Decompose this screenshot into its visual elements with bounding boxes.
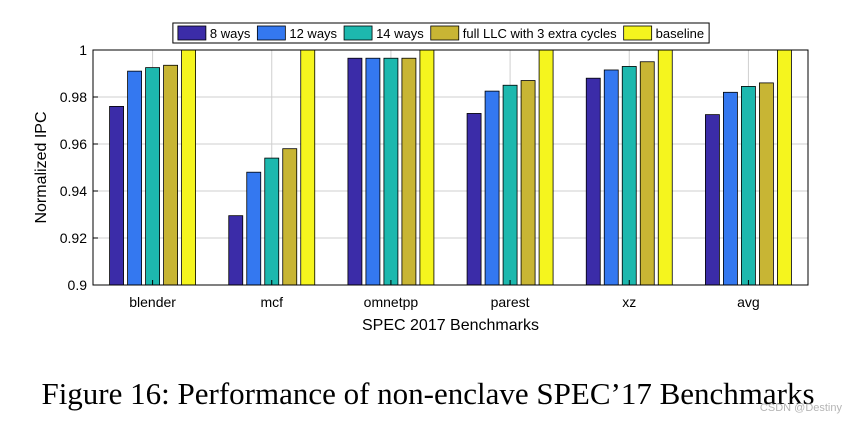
legend-label: baseline	[656, 26, 704, 41]
watermark: CSDN @Destiny	[759, 402, 842, 414]
bar	[401, 57, 417, 286]
y-tick-label: 0.94	[60, 183, 87, 199]
bar	[603, 69, 619, 286]
x-tick-label: omnetpp	[364, 294, 419, 310]
bar	[347, 57, 363, 286]
axis-ticks: 0.9 0.92 0.94 0.96 0.98 1 blender mcf omnetpp par…	[60, 42, 760, 310]
bar	[264, 157, 280, 286]
bar	[723, 91, 738, 286]
bar	[639, 61, 655, 286]
bar	[657, 49, 673, 286]
bar	[538, 49, 554, 286]
legend-swatch	[623, 25, 653, 41]
x-tick-label: avg	[737, 294, 760, 310]
bar	[621, 66, 637, 286]
x-tick-label: xz	[622, 294, 636, 310]
y-tick-label: 1	[79, 42, 87, 58]
bar	[300, 49, 316, 286]
x-tick-label: mcf	[260, 294, 283, 310]
bar	[419, 49, 435, 286]
bar	[383, 57, 399, 286]
bars	[109, 49, 792, 286]
bar	[109, 106, 124, 286]
legend-label: 8 ways	[210, 26, 251, 41]
legend-label: 12 ways	[289, 26, 337, 41]
bar	[282, 148, 298, 286]
legend-swatch	[343, 25, 373, 41]
x-tick-label: blender	[129, 294, 176, 310]
figure-caption: Figure 16: Performance of non-enclave SP…	[41, 376, 815, 411]
x-tick-label: parest	[491, 294, 530, 310]
legend-swatch	[256, 25, 286, 41]
legend-label: full LLC with 3 extra cycles	[463, 26, 617, 41]
bar	[246, 171, 262, 286]
bar	[741, 86, 756, 286]
y-tick-label: 0.98	[60, 89, 87, 105]
y-tick-label: 0.96	[60, 136, 87, 152]
bar	[127, 70, 142, 286]
legend-swatch	[430, 25, 460, 41]
bar	[777, 49, 792, 286]
y-tick-label: 0.9	[68, 277, 88, 293]
bar	[365, 57, 381, 286]
grid-lines	[93, 49, 808, 286]
y-axis-label: Normalized IPC	[33, 111, 50, 223]
bar	[705, 114, 720, 286]
bar	[585, 77, 601, 286]
bar	[466, 113, 482, 286]
legend-swatch	[177, 25, 207, 41]
bar	[145, 67, 160, 286]
bar	[163, 64, 178, 286]
legend: 8 ways 12 ways 14 ways full LLC with 3 extr…	[172, 22, 710, 44]
bar	[759, 82, 774, 286]
x-axis-label: SPEC 2017 Benchmarks	[362, 317, 539, 334]
y-tick-label: 0.92	[60, 230, 87, 246]
plot-frame	[92, 49, 809, 286]
legend-label: 14 ways	[376, 26, 424, 41]
bar	[484, 90, 500, 286]
bar	[228, 215, 244, 286]
bar	[502, 84, 518, 286]
bar-chart: 0.9 0.92 0.94 0.96 0.98 1 blender mcf omnetpp par…	[33, 22, 809, 334]
bar	[520, 80, 536, 286]
bar	[181, 49, 196, 286]
